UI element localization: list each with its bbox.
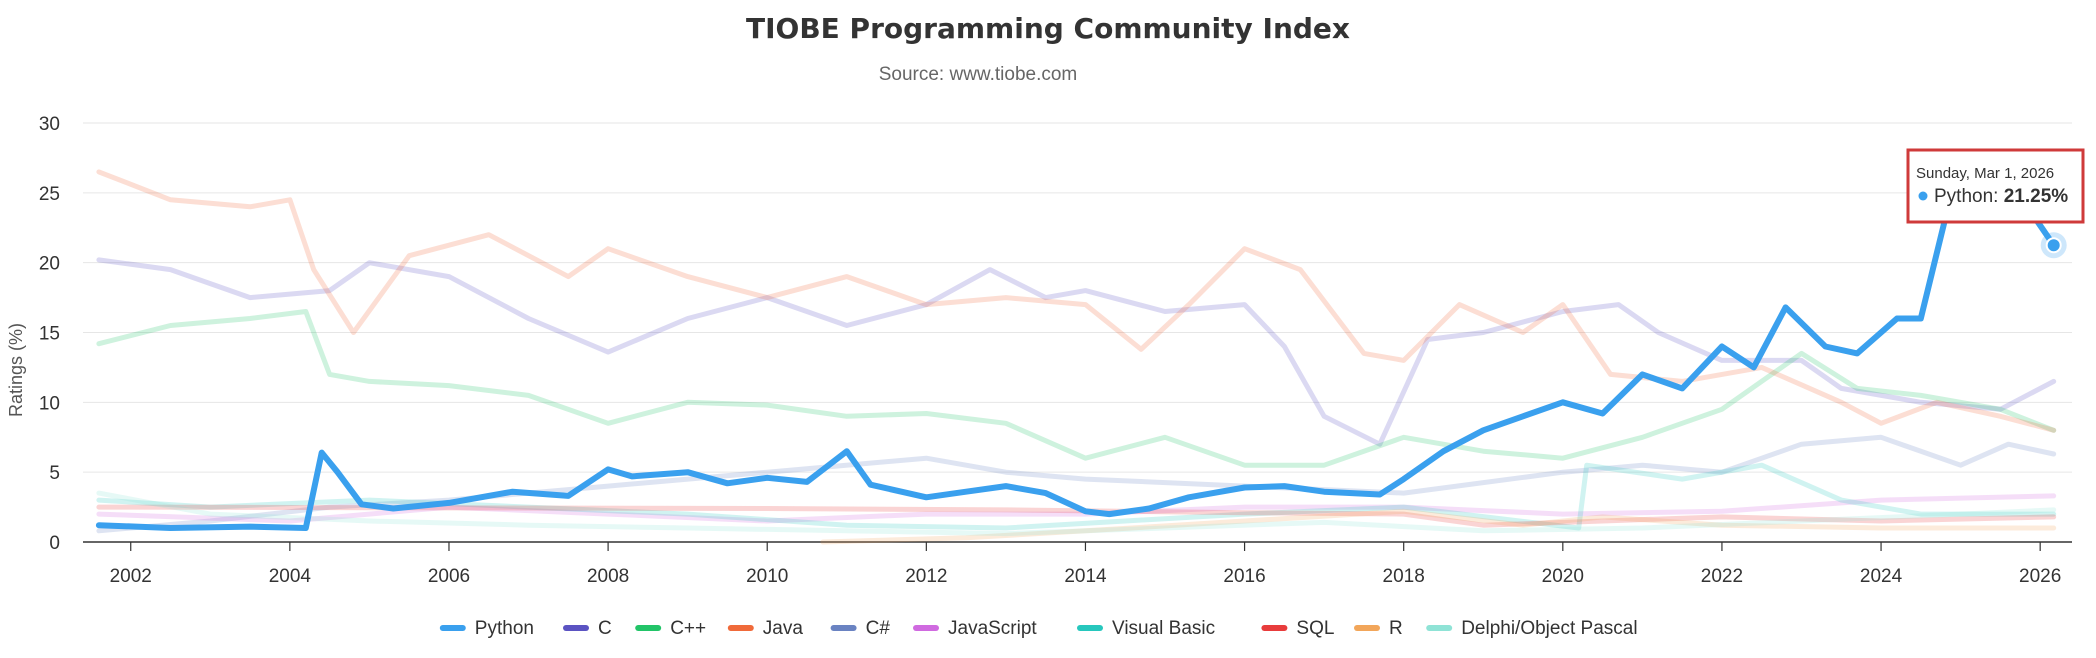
- x-tick-label: 2008: [587, 566, 629, 587]
- series-line-sql[interactable]: [96, 504, 2057, 528]
- legend-item-python[interactable]: Python: [439, 618, 534, 639]
- y-tick-label: 20: [39, 254, 60, 275]
- legend-label: C++: [670, 618, 706, 639]
- legend-item-javascript[interactable]: JavaScript: [913, 618, 1037, 639]
- tooltip-box: [1906, 148, 2085, 224]
- legend-item-visual-basic[interactable]: Visual Basic: [1077, 618, 1215, 639]
- series-line-java[interactable]: [96, 169, 2057, 433]
- y-axis-label: Ratings (%): [6, 323, 26, 417]
- legend: Python C C++ Java C# JavaScript Visual Basic SQ…: [439, 618, 1638, 639]
- y-tick-label: 30: [39, 114, 60, 135]
- legend-label: JavaScript: [948, 618, 1037, 639]
- y-tick-label: 0: [49, 533, 60, 554]
- x-tick-label: 2020: [1542, 566, 1584, 587]
- x-tick-label: 2010: [746, 566, 788, 587]
- tooltip-series-marker-icon: [1918, 191, 1928, 201]
- y-tick-label: 15: [39, 324, 60, 345]
- hover-marker-point[interactable]: [2045, 237, 2062, 254]
- legend-label: Java: [763, 618, 804, 639]
- legend-label: SQL: [1296, 618, 1334, 639]
- legend-label: C#: [866, 618, 891, 639]
- tooltip-date: Sunday, Mar 1, 2026: [1916, 165, 2054, 182]
- legend-item-r[interactable]: R: [1354, 618, 1403, 639]
- series-lines: [95, 168, 2067, 545]
- tooltip-series-text: Python: 21.25%: [1934, 186, 2068, 207]
- y-tick-label: 10: [39, 393, 60, 414]
- series-line-r[interactable]: [820, 508, 2057, 545]
- y-tick-label: 5: [49, 463, 60, 484]
- x-tick-label: 2012: [905, 566, 947, 587]
- x-tick-label: 2026: [2019, 566, 2061, 587]
- x-tick-label: 2002: [110, 566, 152, 587]
- legend-label: R: [1389, 618, 1403, 639]
- series-line-c[interactable]: [96, 257, 2057, 447]
- legend-item-c[interactable]: C: [563, 618, 612, 639]
- tooltip-series-label: Python:: [1934, 186, 2004, 207]
- x-tick-label: 2016: [1223, 566, 1265, 587]
- x-tick-label: 2006: [428, 566, 470, 587]
- series-line-delphi-object-pascal[interactable]: [96, 490, 2057, 537]
- x-tick-label: 2018: [1383, 566, 1425, 587]
- series-line-c[interactable]: [96, 309, 2057, 468]
- tooltip-value: 21.25%: [2004, 186, 2069, 207]
- chart-subtitle: Source: www.tiobe.com: [879, 64, 1078, 85]
- chart-title: TIOBE Programming Community Index: [746, 12, 1350, 45]
- legend-item-java[interactable]: Java: [727, 618, 804, 639]
- legend-label: Python: [475, 618, 534, 639]
- series-line-visual-basic[interactable]: [96, 462, 2057, 531]
- y-tick-label: 25: [39, 184, 60, 205]
- y-axis-ticks: 0 5 10 15 20 25 30: [39, 114, 60, 554]
- legend-label: Delphi/Object Pascal: [1461, 618, 1637, 639]
- gridlines: [83, 122, 2072, 473]
- tooltip: Sunday, Mar 1, 2026 Python: 21.25%: [1906, 148, 2085, 224]
- series-line-python[interactable]: [95, 168, 2057, 531]
- x-axis-ticks: 2002 2004 2006 2008 2010 2012 2014 2016 2018 2020…: [110, 542, 2061, 587]
- legend-item-c[interactable]: C#: [830, 618, 891, 639]
- legend-label: Visual Basic: [1112, 618, 1215, 639]
- legend-item-sql[interactable]: SQL: [1261, 618, 1334, 639]
- legend-item-c[interactable]: C++: [635, 618, 706, 639]
- x-tick-label: 2004: [269, 566, 312, 587]
- x-tick-label: 2024: [1860, 566, 1903, 587]
- legend-label: C: [598, 618, 612, 639]
- x-tick-label: 2014: [1064, 566, 1107, 587]
- x-tick-label: 2022: [1701, 566, 1743, 587]
- legend-item-delphi-object-pascal[interactable]: Delphi/Object Pascal: [1426, 618, 1638, 639]
